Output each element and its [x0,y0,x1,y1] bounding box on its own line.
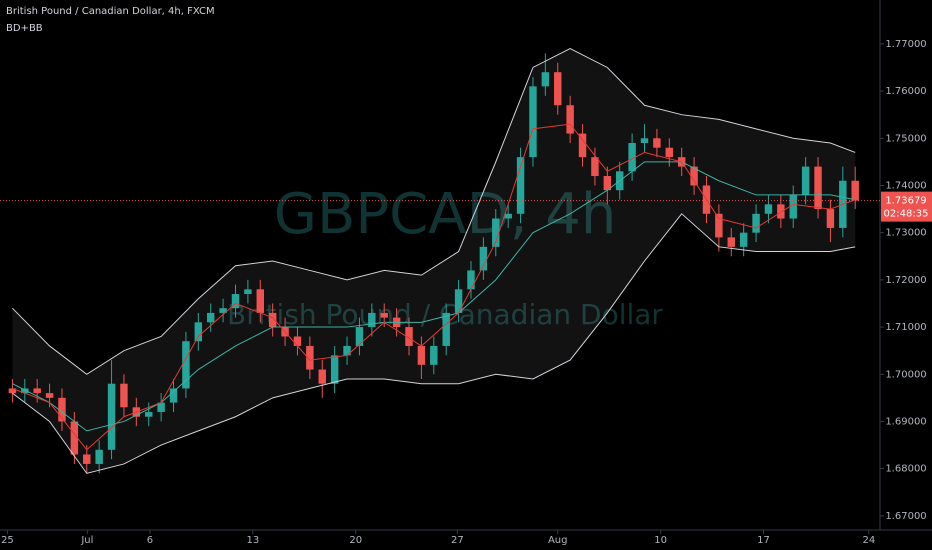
candle-body [603,176,612,191]
candle-body [256,289,264,313]
candle-body [739,232,748,247]
candle-body [83,454,91,464]
candle-body [430,345,438,365]
candle-body [293,336,302,346]
candle-body [33,388,41,394]
x-tick-label: Aug [548,535,568,546]
candle-body [8,388,17,394]
indicator-line [12,161,856,432]
x-tick-label: 20 [349,535,362,546]
candle-body [95,449,103,464]
x-tick-label: 25 [1,535,14,546]
candle-body [244,289,252,295]
candle-body [777,204,785,219]
candle-body [380,312,388,318]
candle-body [157,402,165,413]
candle-body [516,157,525,214]
x-tick-label: 10 [654,535,667,546]
candle-body [851,180,859,201]
candle-body [343,345,351,356]
candle-body [504,213,512,219]
countdown-label: 02:48:35 [884,209,929,220]
candle-body [107,383,116,450]
candle-body [355,327,364,346]
candle-body [467,270,475,290]
candle-body [145,412,153,417]
candle-body [801,166,810,195]
indicator-label: BD+BB [6,23,43,34]
candle-body [541,72,550,87]
indicator-line [12,213,856,474]
candle-body [789,194,797,219]
y-tick-label: 1.70000 [885,369,926,380]
x-tick-label: 6 [147,535,153,546]
candle-body [306,345,314,370]
candle-body [529,86,537,158]
candle-body [554,72,562,106]
candle-body [814,166,822,210]
last-price-box [881,191,932,222]
y-tick-label: 1.77000 [885,39,926,50]
candle-body [182,341,190,389]
plot [8,48,859,474]
indicator-line [12,48,856,375]
chart-title: British Pound / Canadian Dollar, 4h, FXC… [6,6,215,17]
y-tick-label: 1.67000 [885,511,926,522]
candle-body [45,393,54,398]
candle-body [690,166,698,186]
candle-body [492,218,500,247]
candle-body [206,312,215,323]
x-tick-label: Jul [80,535,93,546]
candle-body [268,312,277,328]
candle-body [368,312,376,328]
candle-body [70,421,79,455]
y-tick-label: 1.68000 [885,464,926,475]
x-tick-label: 17 [757,535,770,546]
candle-body [591,157,599,177]
candle-body [628,143,636,172]
candle-body [727,237,735,247]
x-tick-label: 13 [246,535,259,546]
candle-body [752,213,760,233]
candle-body [566,105,574,134]
y-tick-label: 1.69000 [885,416,926,427]
y-tick-label: 1.71000 [885,322,926,333]
candle-body [194,322,203,342]
candle-body [479,246,488,271]
candle-body [417,345,426,365]
candle-body [120,383,128,408]
y-tick-label: 1.75000 [885,133,926,144]
candle-body [454,289,463,313]
candle-body [21,388,29,394]
candle-body [665,147,674,158]
watermark: GBPCAD, 4h [274,182,617,247]
candle-body [640,138,649,144]
candle-body [405,327,413,346]
candle-body [318,369,326,384]
candle-body [578,133,587,158]
y-tick-label: 1.76000 [885,86,926,97]
candle-body [764,204,773,214]
y-tick-label: 1.73000 [885,228,926,239]
candle-body [442,312,450,346]
y-tick-label: 1.74000 [885,180,926,191]
candle-body [58,397,66,422]
candle-body [653,138,661,148]
indicator-line [12,123,856,451]
band-fill [12,48,856,474]
candle-body [330,355,339,384]
x-tick-label: 24 [862,535,875,546]
last-price-label: 1.73679 [885,196,926,207]
candle-body [715,213,723,238]
x-tick-label: 27 [451,535,464,546]
candle-body [231,294,240,309]
candle-body [169,388,178,403]
candle-body [219,308,227,313]
y-tick-label: 1.72000 [885,275,926,286]
candle-body [826,209,835,228]
